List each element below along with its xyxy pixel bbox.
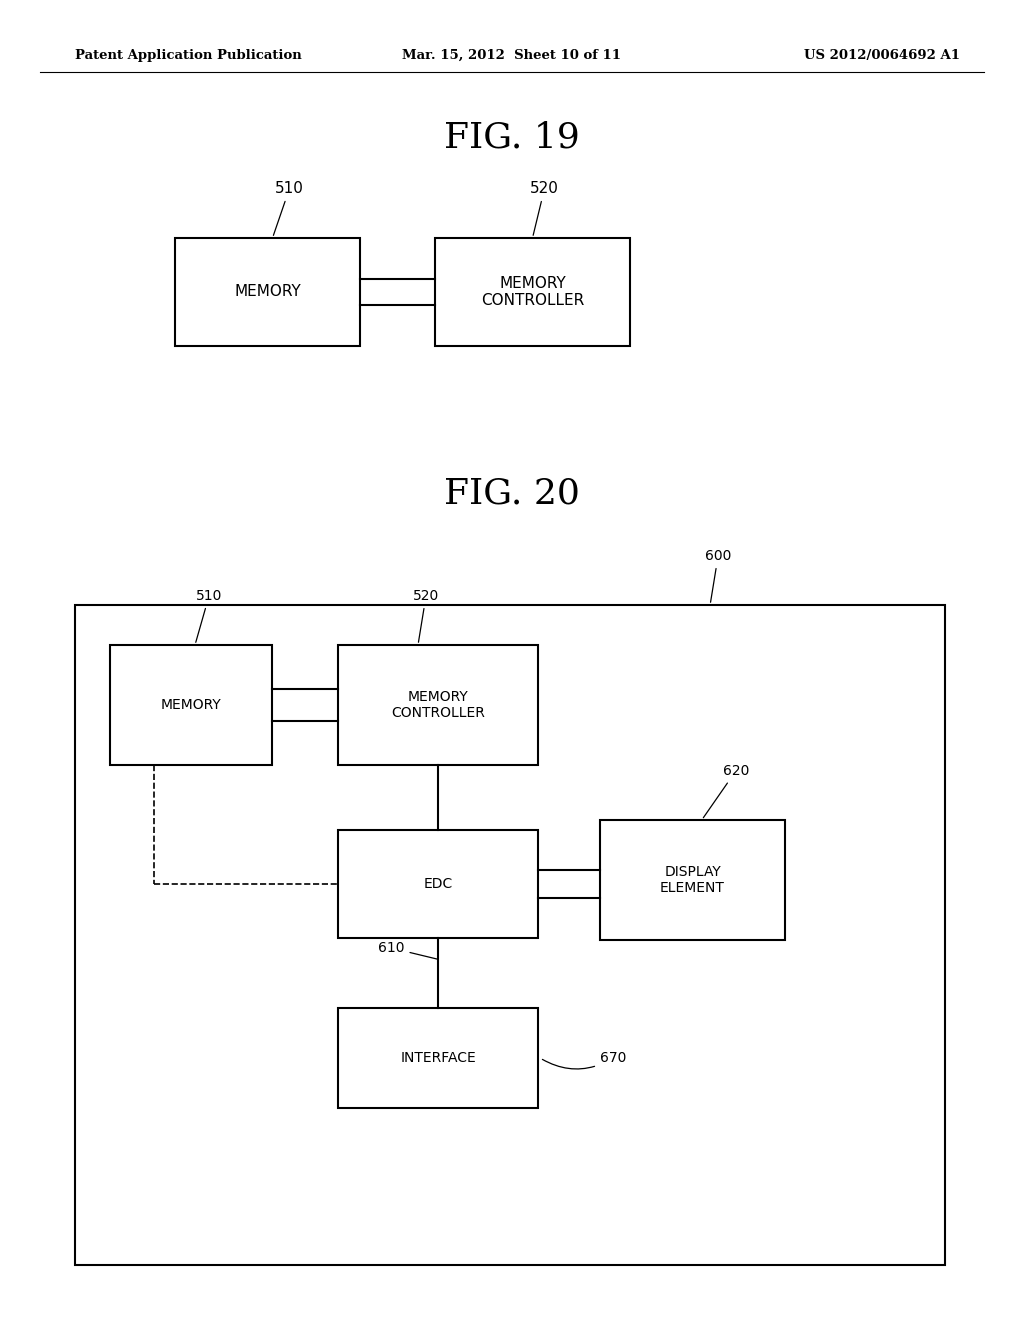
Text: DISPLAY
ELEMENT: DISPLAY ELEMENT <box>660 865 725 895</box>
Bar <box>338 1008 538 1107</box>
Bar <box>75 605 945 1265</box>
Text: FIG. 20: FIG. 20 <box>444 477 580 511</box>
Text: EDC: EDC <box>423 876 453 891</box>
Bar <box>175 238 360 346</box>
Bar <box>338 645 538 766</box>
Text: US 2012/0064692 A1: US 2012/0064692 A1 <box>804 49 961 62</box>
Text: MEMORY: MEMORY <box>161 698 221 711</box>
Text: 520: 520 <box>530 181 559 235</box>
Text: Mar. 15, 2012  Sheet 10 of 11: Mar. 15, 2012 Sheet 10 of 11 <box>402 49 622 62</box>
Text: INTERFACE: INTERFACE <box>400 1051 476 1065</box>
Text: MEMORY
CONTROLLER: MEMORY CONTROLLER <box>391 690 485 721</box>
Text: 670: 670 <box>543 1051 627 1069</box>
Text: MEMORY
CONTROLLER: MEMORY CONTROLLER <box>481 276 584 308</box>
Text: 610: 610 <box>378 941 438 960</box>
Text: MEMORY: MEMORY <box>234 285 301 300</box>
Bar <box>110 645 272 766</box>
Bar <box>600 820 785 940</box>
Text: 600: 600 <box>705 549 731 602</box>
Text: 510: 510 <box>273 181 304 235</box>
Text: FIG. 19: FIG. 19 <box>444 121 580 154</box>
Bar <box>435 238 630 346</box>
Text: 620: 620 <box>703 764 749 817</box>
Bar <box>338 830 538 939</box>
Text: 520: 520 <box>413 589 439 643</box>
Text: Patent Application Publication: Patent Application Publication <box>75 49 302 62</box>
Text: 510: 510 <box>196 589 222 643</box>
